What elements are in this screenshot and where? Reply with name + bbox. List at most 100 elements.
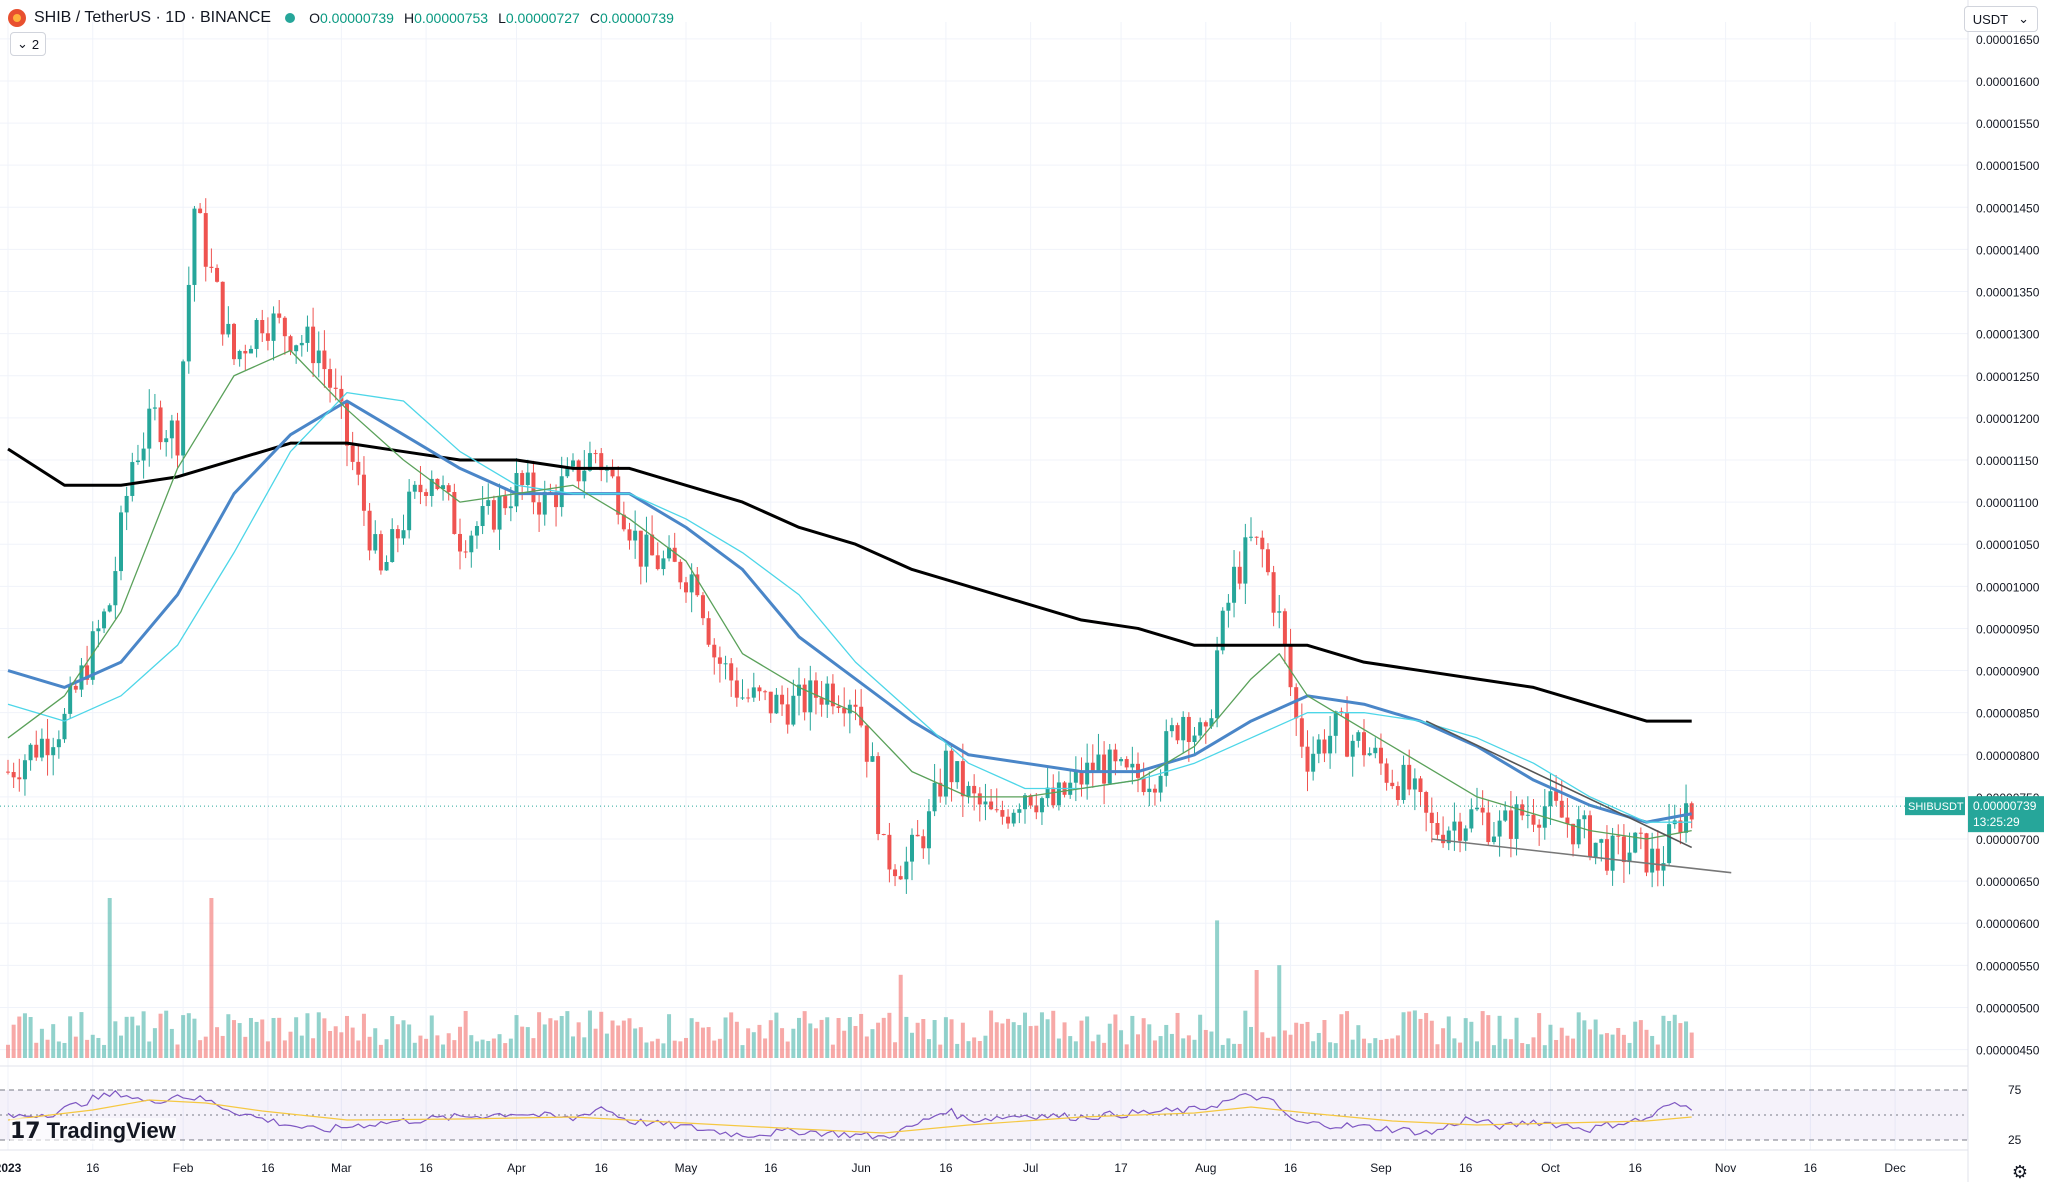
- price-tick-label: 0.00001350: [1976, 286, 2040, 300]
- candle-body: [1537, 824, 1542, 828]
- volume-bar: [1136, 1034, 1140, 1058]
- price-tick-label: 0.00000800: [1976, 749, 2040, 763]
- candle-body: [22, 760, 27, 780]
- candle-body: [463, 551, 468, 553]
- candle-body: [288, 336, 293, 352]
- volume-bar: [350, 1027, 355, 1058]
- volume-bar: [1147, 1024, 1152, 1058]
- candle-body: [542, 491, 547, 515]
- rsi-level-label: 25: [2008, 1133, 2022, 1147]
- candle-body: [1638, 832, 1643, 834]
- volume-bar: [1503, 1038, 1508, 1058]
- volume-bar: [893, 1042, 898, 1058]
- volume-bar: [1424, 1012, 1429, 1058]
- candle-body: [305, 326, 310, 343]
- volume-bar: [1378, 1039, 1383, 1058]
- candle-body: [1169, 725, 1174, 732]
- candle-body: [158, 407, 163, 443]
- volume-bar: [1565, 1035, 1570, 1058]
- candle-body: [401, 530, 406, 539]
- volume-bar: [311, 1038, 316, 1058]
- indicators-toggle-button[interactable]: ⌄ 2: [10, 32, 47, 56]
- volume-bar: [1571, 1038, 1576, 1058]
- price-tick-label: 0.00001450: [1976, 201, 2040, 215]
- volume-bar: [328, 1030, 333, 1058]
- candle-body: [1418, 778, 1423, 793]
- candle-body: [1237, 566, 1242, 584]
- time-tick-label: 2023: [0, 1161, 22, 1175]
- candle-body: [102, 611, 107, 629]
- gear-icon[interactable]: ⚙: [2011, 1162, 2028, 1182]
- candle-body: [45, 738, 50, 756]
- tradingview-mark-icon: 𝟭𝟳: [10, 1118, 41, 1143]
- candle-body: [1367, 753, 1372, 756]
- volume-bar: [1265, 1037, 1270, 1058]
- volume-bar: [571, 1036, 575, 1058]
- candle-body: [599, 453, 604, 471]
- volume-bar: [1452, 1038, 1457, 1058]
- candle-body: [328, 369, 333, 388]
- volume-bar: [785, 1041, 790, 1058]
- tradingview-logo[interactable]: 𝟭𝟳 TradingView: [10, 1118, 176, 1144]
- price-tick-label: 0.00001100: [1976, 496, 2039, 510]
- rsi-level-label: 75: [2008, 1083, 2022, 1097]
- volume-bar: [723, 1017, 728, 1058]
- candle-body: [525, 472, 530, 486]
- volume-bar: [1475, 1041, 1479, 1058]
- candle-body: [1220, 610, 1225, 651]
- candle-body: [1113, 749, 1118, 762]
- candle-body: [1362, 732, 1366, 756]
- candle-body: [85, 665, 90, 680]
- candle-body: [311, 326, 316, 364]
- candle-body: [983, 801, 988, 805]
- volume-bar: [836, 1018, 841, 1058]
- time-tick-label: Dec: [1884, 1161, 1905, 1175]
- currency-select[interactable]: USDT ⌄: [1963, 6, 2038, 32]
- candle-body: [1017, 809, 1022, 813]
- volume-bar: [1576, 1012, 1581, 1058]
- volume-bar: [678, 1041, 683, 1058]
- candle-body: [1446, 830, 1451, 844]
- candle-body: [418, 484, 423, 493]
- volume-bar: [1141, 1018, 1146, 1058]
- volume-bar: [373, 1028, 378, 1058]
- volume-bar: [842, 1030, 847, 1058]
- candle-body: [684, 582, 688, 593]
- candle-body: [1497, 820, 1502, 837]
- volume-bar: [876, 1022, 881, 1058]
- candle-body: [1011, 812, 1016, 824]
- volume-bar: [983, 1035, 988, 1058]
- volume-bar: [1362, 1038, 1366, 1058]
- candle-body: [864, 725, 869, 762]
- volume-bar: [209, 898, 214, 1058]
- candle-body: [135, 460, 140, 463]
- volume-bar: [746, 1028, 751, 1058]
- candle-body: [1152, 788, 1157, 793]
- volume-bar: [254, 1021, 259, 1058]
- time-tick-label: 16: [1284, 1161, 1298, 1175]
- candle-body: [1604, 839, 1609, 871]
- candle-body: [345, 401, 349, 446]
- candle-body: [729, 663, 734, 681]
- volume-bar: [1684, 1021, 1689, 1058]
- volume-bar: [1633, 1021, 1638, 1058]
- candle-body: [1616, 835, 1621, 837]
- time-tick-label: Oct: [1541, 1161, 1560, 1175]
- symbol-title[interactable]: SHIB / TetherUS · 1D · BINANCE: [34, 9, 272, 26]
- price-tick-label: 0.00000450: [1976, 1044, 2040, 1058]
- candle-body: [226, 323, 231, 335]
- volume-bar: [633, 1028, 638, 1058]
- trendline: [1431, 838, 1732, 874]
- candle-body: [373, 534, 378, 551]
- volume-bar: [1119, 1030, 1124, 1058]
- volume-bar: [124, 1016, 129, 1058]
- volume-bar: [497, 1034, 502, 1058]
- volume-bar: [1034, 1025, 1039, 1058]
- volume-bar: [294, 1017, 299, 1058]
- volume-bar: [616, 1025, 621, 1058]
- high-value: 0.00000753: [414, 10, 489, 26]
- volume-bar: [1542, 1045, 1547, 1058]
- volume-bar: [1051, 1010, 1056, 1058]
- volume-bar: [1232, 1043, 1237, 1058]
